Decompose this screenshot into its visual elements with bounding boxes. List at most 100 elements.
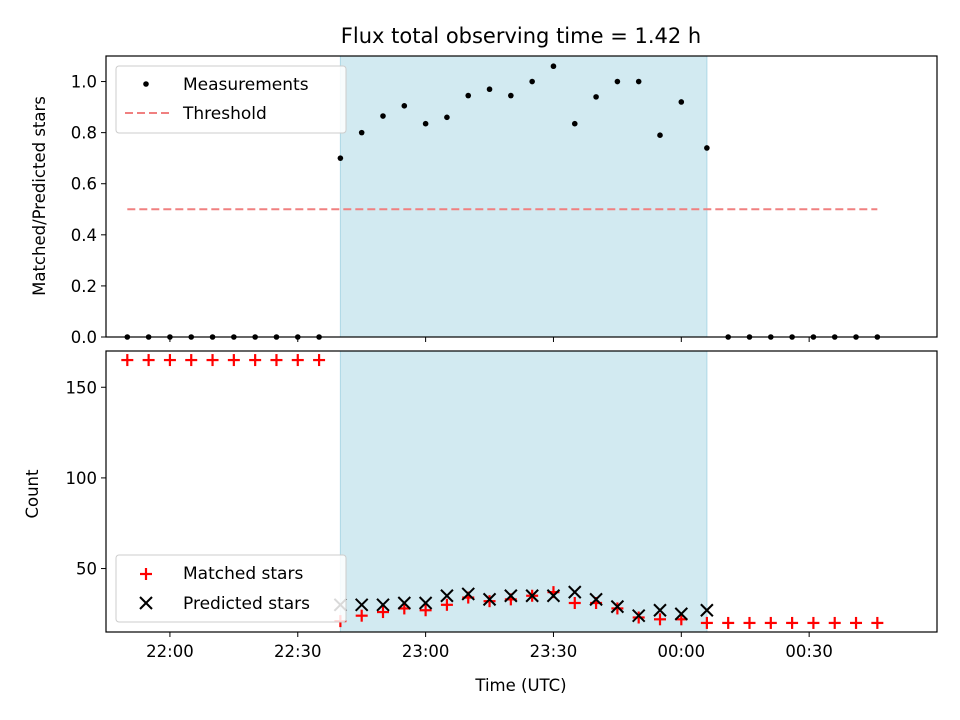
top-y-tick-label: 1.0 <box>71 73 97 92</box>
predicted-star-point <box>568 585 582 599</box>
legend-matched-label: Matched stars <box>183 564 303 584</box>
measurement-point <box>571 120 578 127</box>
legend-measurements-marker <box>143 81 149 87</box>
measurement-point <box>635 78 642 85</box>
matched-star-point <box>121 354 134 367</box>
measurement-point <box>614 78 621 85</box>
measurement-point <box>550 63 557 70</box>
legend-threshold-label: Threshold <box>182 104 267 124</box>
measurement-point <box>486 86 493 93</box>
matched-star-point <box>270 354 283 367</box>
predicted-star-point <box>504 589 518 603</box>
predicted-star-point <box>589 592 603 607</box>
matched-star-point <box>398 602 411 615</box>
matched-star-point <box>850 616 863 629</box>
predicted-star-point <box>376 598 390 612</box>
matched-star-point <box>291 354 304 367</box>
matched-star-point <box>568 596 581 609</box>
predicted-star-point <box>525 589 539 603</box>
matched-star-point <box>611 602 624 615</box>
matched-star-point <box>355 609 368 622</box>
bottom-legend: Matched stars Predicted stars <box>115 554 347 623</box>
measurement-point <box>358 129 365 136</box>
measurement-point <box>678 99 685 105</box>
measurement-point <box>529 78 535 85</box>
predicted-star-point <box>546 589 561 603</box>
matched-star-point <box>185 354 198 367</box>
legend-predicted-label: Predicted stars <box>183 594 310 614</box>
x-tick-label: 22:30 <box>274 642 322 661</box>
predicted-star-point <box>653 603 667 617</box>
chart-title: Flux total observing time = 1.42 h <box>341 24 701 48</box>
matched-star-point <box>675 613 688 626</box>
x-tick-label: 23:00 <box>402 642 450 661</box>
matched-star-point <box>313 354 326 367</box>
matched-star-point <box>632 611 645 624</box>
predicted-star-point <box>482 592 497 607</box>
top-y-tick-label: 0.8 <box>71 124 97 143</box>
top-legend-box <box>115 65 347 134</box>
matched-star-point <box>440 598 453 611</box>
measurement-point <box>380 113 386 119</box>
bottom-shaded-span <box>339 350 708 633</box>
top-legend: Measurements Threshold <box>115 65 347 134</box>
bottom-y-tick-label: 150 <box>66 378 98 397</box>
bottom-y-tick-label: 50 <box>76 560 97 579</box>
measurement-point <box>465 92 472 99</box>
top-plot-frame <box>105 55 938 338</box>
matched-star-point <box>206 354 219 367</box>
top-y-axis-label: Matched/Predicted stars <box>30 96 49 296</box>
top-y-tick-label: 0.4 <box>71 226 97 245</box>
matched-star-point <box>828 616 841 629</box>
top-panel: 0.0 0.2 0.4 0.6 0.8 1.0 Flux total observing … <box>30 24 938 347</box>
predicted-star-point <box>610 599 625 614</box>
measurement-point <box>444 114 450 121</box>
matched-star-point <box>807 616 820 629</box>
predicted-star-point <box>700 603 714 617</box>
matched-star-point <box>249 354 262 367</box>
legend-predicted-marker <box>139 596 153 610</box>
bottom-y-tick-label: 100 <box>66 469 98 488</box>
x-tick-label: 00:00 <box>658 642 706 661</box>
x-tick-label: 23:30 <box>530 642 578 661</box>
matched-star-point <box>654 613 666 626</box>
measurement-point <box>657 132 663 138</box>
predicted-star-point <box>397 596 412 610</box>
measurement-point <box>508 92 514 99</box>
top-shaded-span <box>339 55 708 338</box>
matched-star-point <box>227 354 240 367</box>
predicted-star-point <box>674 607 689 621</box>
matched-star-point <box>142 354 155 367</box>
predicted-star-point <box>631 608 646 623</box>
legend-matched-marker <box>140 568 152 580</box>
matched-star-point <box>377 606 389 619</box>
measurement-point <box>704 145 710 151</box>
measurement-point <box>401 103 408 109</box>
matched-star-point <box>871 616 884 629</box>
measurement-point <box>337 155 344 161</box>
measurement-point <box>593 94 599 100</box>
matched-star-point <box>722 616 735 629</box>
matched-star-point <box>743 616 756 629</box>
x-axis-label: Time (UTC) <box>474 676 566 695</box>
predicted-star-point <box>461 587 475 601</box>
bottom-y-axis-label: Count <box>23 469 42 519</box>
top-y-tick-label: 0.6 <box>71 175 97 194</box>
matched-star-point <box>419 604 432 617</box>
matched-star-point <box>764 616 777 629</box>
matched-star-point <box>163 354 176 367</box>
x-tick-label: 22:00 <box>146 642 194 661</box>
matched-star-point <box>786 616 799 629</box>
legend-measurements-label: Measurements <box>183 75 309 95</box>
top-y-tick-label: 0.2 <box>71 277 97 296</box>
matched-star-point <box>483 595 496 608</box>
x-tick-label: 00:30 <box>785 642 833 661</box>
predicted-star-point <box>440 589 454 603</box>
top-y-tick-label: 0.0 <box>71 328 97 347</box>
bottom-legend-box <box>115 554 347 623</box>
bottom-plot-frame <box>105 350 938 633</box>
matched-star-point <box>700 616 713 629</box>
measurement-point <box>422 120 429 127</box>
